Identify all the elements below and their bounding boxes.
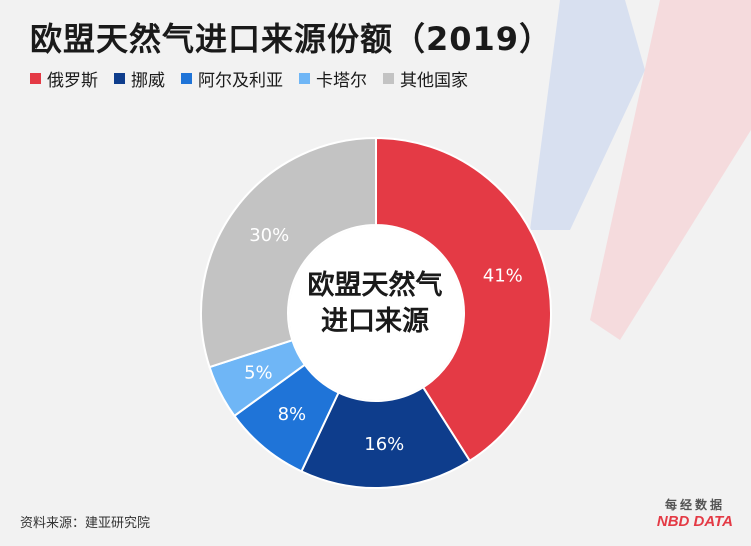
legend-swatch-algeria: [181, 73, 192, 84]
legend-label-others: 其他国家: [400, 71, 468, 91]
legend-item-algeria: 阿尔及利亚: [181, 66, 283, 91]
legend-swatch-qatar: [299, 73, 310, 84]
legend-label-qatar: 卡塔尔: [316, 71, 367, 91]
slice-russia: [375, 136, 552, 463]
legend-label-russia: 俄罗斯: [47, 71, 98, 91]
legend-swatch-russia: [30, 73, 41, 84]
slice-others-label: 30%: [249, 225, 289, 246]
legend-swatch-others: [383, 73, 394, 84]
chart-title: 欧盟天然气进口来源份额（2019）: [30, 20, 553, 58]
legend-swatch-norway: [114, 73, 125, 84]
donut-center-label: 欧盟天然气 进口来源: [275, 268, 475, 340]
slice-algeria-label: 8%: [278, 404, 307, 425]
slice-norway-label: 16%: [364, 434, 404, 455]
background-stripe-blue: [530, 0, 645, 230]
legend-item-qatar: 卡塔尔: [299, 66, 367, 91]
slice-russia-label: 41%: [483, 266, 523, 287]
legend-item-russia: 俄罗斯: [30, 66, 98, 91]
legend-label-algeria: 阿尔及利亚: [198, 71, 283, 91]
legend-item-norway: 挪威: [114, 66, 165, 91]
legend-label-norway: 挪威: [131, 71, 165, 91]
source-note: 资料来源：建亚研究院: [20, 516, 151, 531]
nbd-logo: 每经数据 NBD DATA: [657, 496, 733, 530]
donut-center-line-1: 欧盟天然气: [307, 270, 443, 301]
legend-item-others: 其他国家: [383, 66, 468, 91]
logo-cn-text: 每经数据: [664, 498, 725, 512]
slice-qatar-label: 5%: [244, 362, 273, 383]
slice-others: [200, 136, 377, 369]
donut-hole: [289, 226, 463, 400]
logo-en-text: NBD DATA: [656, 513, 733, 530]
background-stripe-red: [590, 0, 751, 340]
donut-center-line-2: 进口来源: [321, 306, 429, 337]
legend: 俄罗斯 挪威 阿尔及利亚 卡塔尔 其他国家: [30, 66, 468, 91]
